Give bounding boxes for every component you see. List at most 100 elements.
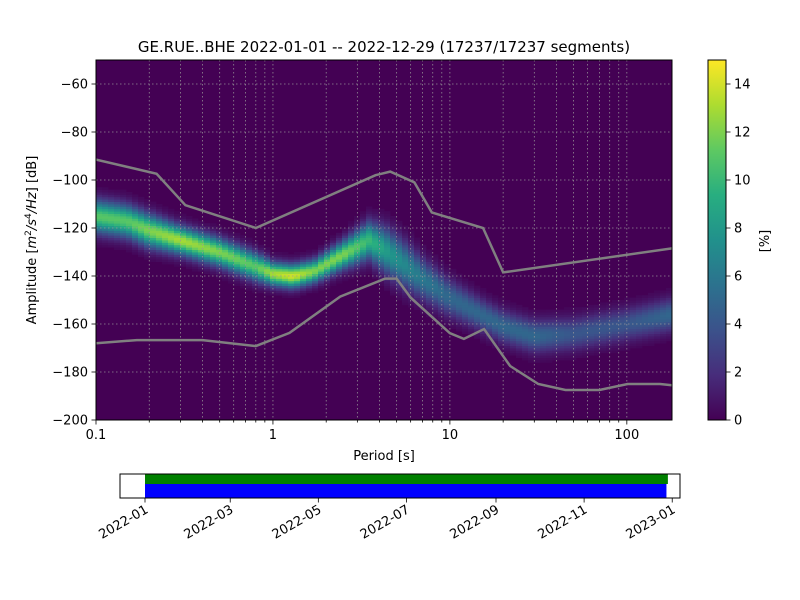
heatmap-cell: [186, 235, 193, 238]
heatmap-cell: [132, 223, 139, 226]
heatmap-cell: [420, 297, 427, 301]
heatmap-cell: [264, 268, 271, 272]
heatmap-cell: [228, 247, 235, 250]
heatmap-cell: [492, 297, 499, 301]
heatmap-cell: [282, 280, 289, 284]
heatmap-cell: [666, 300, 672, 303]
heatmap-cell: [600, 348, 607, 351]
heatmap-cell: [108, 223, 115, 226]
heatmap-cell: [168, 225, 175, 229]
heatmap-cell: [192, 256, 199, 260]
heatmap-cell: [276, 268, 283, 272]
heatmap-cell: [192, 242, 199, 246]
heatmap-cell: [600, 328, 607, 332]
heatmap-cell: [216, 266, 223, 270]
heatmap-cell: [552, 324, 559, 327]
heatmap-cell: [504, 324, 511, 327]
heatmap-cell: [432, 264, 439, 267]
heatmap-cell: [438, 295, 445, 298]
heatmap-cell: [396, 228, 403, 231]
heatmap-cell: [138, 230, 145, 234]
heatmap-cell: [360, 218, 367, 222]
heatmap-cell: [588, 338, 595, 342]
heatmap-cell: [504, 304, 511, 308]
heatmap-cell: [222, 264, 229, 267]
heatmap-cell: [348, 276, 355, 279]
heatmap-cell: [414, 242, 421, 246]
heatmap-cell: [120, 232, 127, 236]
heatmap-cell: [312, 256, 319, 260]
heatmap-cell: [660, 340, 667, 344]
heatmap-cell: [426, 266, 433, 270]
heatmap-cell: [384, 230, 391, 234]
heatmap-cell: [420, 259, 427, 262]
heatmap-cell: [342, 259, 349, 262]
heatmap-cell: [444, 285, 451, 289]
heatmap-cell: [168, 216, 175, 219]
heatmap-cell: [390, 242, 397, 246]
heatmap-cell: [360, 273, 367, 277]
heatmap-cell: [576, 348, 583, 351]
heatmap-cell: [420, 292, 427, 296]
heatmap-cell: [390, 290, 397, 294]
heatmap-cell: [354, 266, 361, 270]
heatmap-cell: [258, 249, 265, 253]
heatmap-cell: [480, 309, 487, 313]
heatmap-cell: [444, 266, 451, 270]
heatmap-cell: [378, 249, 385, 253]
heatmap-cell: [522, 336, 529, 339]
heatmap-cell: [240, 285, 247, 289]
heatmap-cell: [600, 309, 607, 313]
heatmap-cell: [120, 228, 127, 231]
heatmap-cell: [402, 266, 409, 270]
heatmap-cell: [438, 288, 445, 291]
heatmap-cell: [408, 300, 415, 303]
heatmap-cell: [348, 235, 355, 238]
heatmap-cell: [348, 220, 355, 224]
heatmap-cell: [360, 237, 367, 241]
coverage-bar-green: [145, 474, 668, 484]
heatmap-cell: [168, 247, 175, 250]
heatmap-cell: [246, 266, 253, 270]
heatmap-cell: [246, 259, 253, 262]
heatmap-cell: [144, 223, 151, 226]
heatmap-cell: [120, 206, 127, 210]
heatmap-cell: [666, 338, 672, 342]
heatmap-cell: [384, 273, 391, 277]
heatmap-cell: [618, 324, 625, 327]
heatmap-cell: [582, 331, 589, 334]
heatmap-cell: [558, 326, 565, 330]
heatmap-cell: [378, 271, 385, 274]
heatmap-cell: [234, 280, 241, 284]
heatmap-cell: [606, 302, 613, 306]
heatmap-cell: [288, 278, 295, 282]
heatmap-cell: [594, 336, 601, 339]
heatmap-cell: [564, 307, 571, 310]
heatmap-cell: [186, 261, 193, 265]
heatmap-cell: [312, 271, 319, 274]
heatmap-cell: [366, 240, 373, 243]
heatmap-cell: [594, 348, 601, 351]
heatmap-cell: [408, 292, 415, 296]
heatmap-cell: [444, 316, 451, 320]
heatmap-cell: [654, 336, 661, 339]
heatmap-cell: [186, 216, 193, 219]
heatmap-cell: [600, 331, 607, 334]
heatmap-cell: [444, 319, 451, 322]
heatmap-cell: [588, 352, 595, 356]
heatmap-cell: [108, 220, 115, 224]
heatmap-cell: [378, 225, 385, 229]
heatmap-cell: [210, 247, 217, 250]
heatmap-cell: [384, 242, 391, 246]
heatmap-cell: [402, 285, 409, 289]
heatmap-cell: [498, 312, 505, 315]
heatmap-cell: [504, 302, 511, 306]
heatmap-cell: [126, 228, 133, 231]
heatmap-cell: [156, 240, 163, 243]
heatmap-cell: [528, 321, 535, 325]
heatmap-cell: [474, 304, 481, 308]
heatmap-cell: [102, 220, 109, 224]
heatmap-cell: [438, 285, 445, 289]
heatmap-cell: [498, 321, 505, 325]
heatmap-cell: [558, 340, 565, 344]
